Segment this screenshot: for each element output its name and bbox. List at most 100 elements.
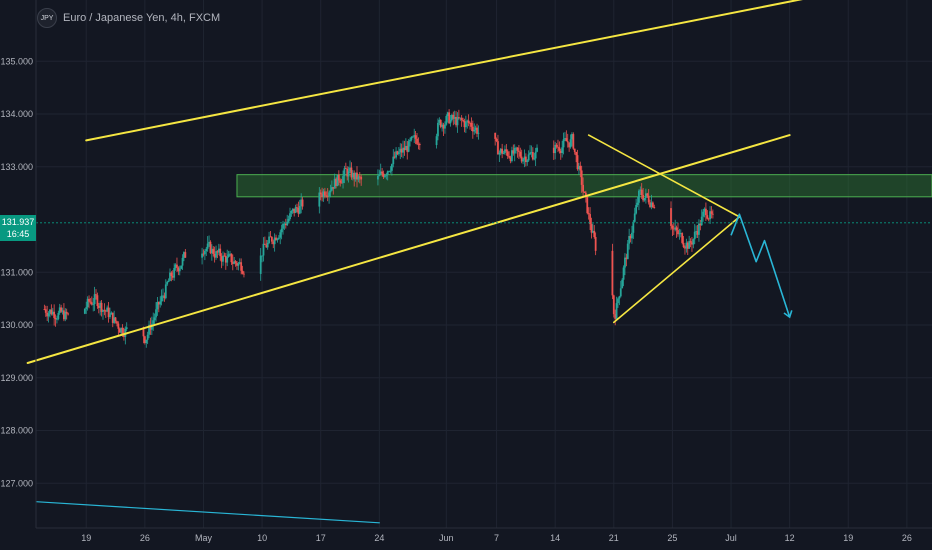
candle-body <box>672 228 675 230</box>
candle-body <box>222 255 224 262</box>
candle-body <box>530 152 533 153</box>
candle-body <box>120 327 123 333</box>
candle-body <box>710 211 713 214</box>
candle-body <box>319 192 322 195</box>
candle-body <box>54 317 57 320</box>
channel-upper-line[interactable] <box>85 0 848 142</box>
candle-body <box>227 254 230 258</box>
candle-body <box>121 327 124 334</box>
candle-body <box>43 309 46 310</box>
candle-body <box>402 147 404 153</box>
candle-body <box>696 231 699 235</box>
candle-body <box>178 268 181 272</box>
projection-path[interactable] <box>730 213 791 318</box>
candle-body <box>534 151 537 159</box>
candle-body <box>330 187 333 191</box>
candle-body <box>587 213 590 215</box>
channel-lower-line[interactable] <box>26 134 791 364</box>
candle-body <box>279 232 282 238</box>
candle-body <box>385 174 388 176</box>
candle-body <box>360 176 363 180</box>
candle-body <box>143 336 146 344</box>
candle-body <box>417 143 420 145</box>
x-tick-label: 17 <box>316 533 326 543</box>
candle-body <box>439 120 442 127</box>
candle-body <box>167 280 170 283</box>
symbol-badge[interactable]: JPY <box>37 8 57 28</box>
candle-body <box>582 184 584 192</box>
candle-body <box>709 211 711 220</box>
candle-body <box>390 164 393 171</box>
candle-body <box>297 207 300 214</box>
candle-body <box>593 230 596 238</box>
candle-body <box>88 298 90 302</box>
candle-body <box>561 147 564 154</box>
candle-body <box>462 120 464 122</box>
candle-body <box>294 207 297 213</box>
candle-body <box>523 156 526 160</box>
candle-body <box>184 252 187 258</box>
candle-body <box>649 202 651 208</box>
candle-body <box>691 242 693 245</box>
candle-body <box>473 129 476 132</box>
candle-body <box>118 328 121 333</box>
candle-body <box>110 312 113 315</box>
candle-body <box>286 221 289 226</box>
candle-body <box>516 147 519 151</box>
candle-body <box>653 207 656 209</box>
candle-body <box>622 267 625 280</box>
candle-body <box>65 311 68 314</box>
triangle-lower-line[interactable] <box>612 216 741 324</box>
candle-body <box>142 327 145 337</box>
candle-body <box>681 233 684 243</box>
x-tick-label: 21 <box>609 533 619 543</box>
candle-body <box>102 310 104 312</box>
drawings[interactable] <box>26 0 932 524</box>
candle-body <box>224 256 227 263</box>
candle-body <box>406 145 409 152</box>
candle-body <box>686 242 689 249</box>
candle-body <box>321 194 324 197</box>
x-tick-label: Jun <box>439 533 454 543</box>
candle-body <box>557 146 559 148</box>
candle-body <box>148 324 150 335</box>
candle-body <box>272 241 275 245</box>
candle-body <box>568 142 571 148</box>
candle-body <box>145 339 148 344</box>
candle-body <box>337 174 340 181</box>
candle-body <box>444 124 446 129</box>
candle-body <box>632 221 635 233</box>
candle-body <box>555 144 558 147</box>
chart-header: JPY Euro / Japanese Yen, 4h, FXCM <box>37 8 220 28</box>
candle-body <box>381 171 384 174</box>
candle-body <box>504 149 506 153</box>
candle-body <box>378 174 381 176</box>
candle-body <box>296 207 298 209</box>
candle-body <box>339 180 342 183</box>
candle-body <box>628 235 631 244</box>
candle-body <box>638 190 640 203</box>
x-tick-label: 25 <box>667 533 677 543</box>
candle-body <box>277 237 280 239</box>
candle-body <box>318 192 321 207</box>
candle-body <box>177 267 180 272</box>
y-tick-label: 133.000 <box>0 162 33 172</box>
projection-arrowhead <box>783 310 793 319</box>
triangle-upper-line[interactable] <box>587 134 741 218</box>
candle-body <box>640 189 643 196</box>
candle-body <box>240 262 243 271</box>
candle-body <box>201 253 203 258</box>
candle-body <box>388 171 390 172</box>
candle-body <box>635 204 638 214</box>
candle-body <box>347 171 350 177</box>
lower-trendline[interactable] <box>35 501 380 524</box>
candle-body <box>624 257 626 268</box>
candle-body <box>618 296 621 299</box>
candle-body <box>564 138 566 140</box>
candle-body <box>463 121 466 128</box>
resistance-zone-layer <box>236 174 932 198</box>
candle-body <box>64 311 67 320</box>
candle-body <box>379 171 382 175</box>
